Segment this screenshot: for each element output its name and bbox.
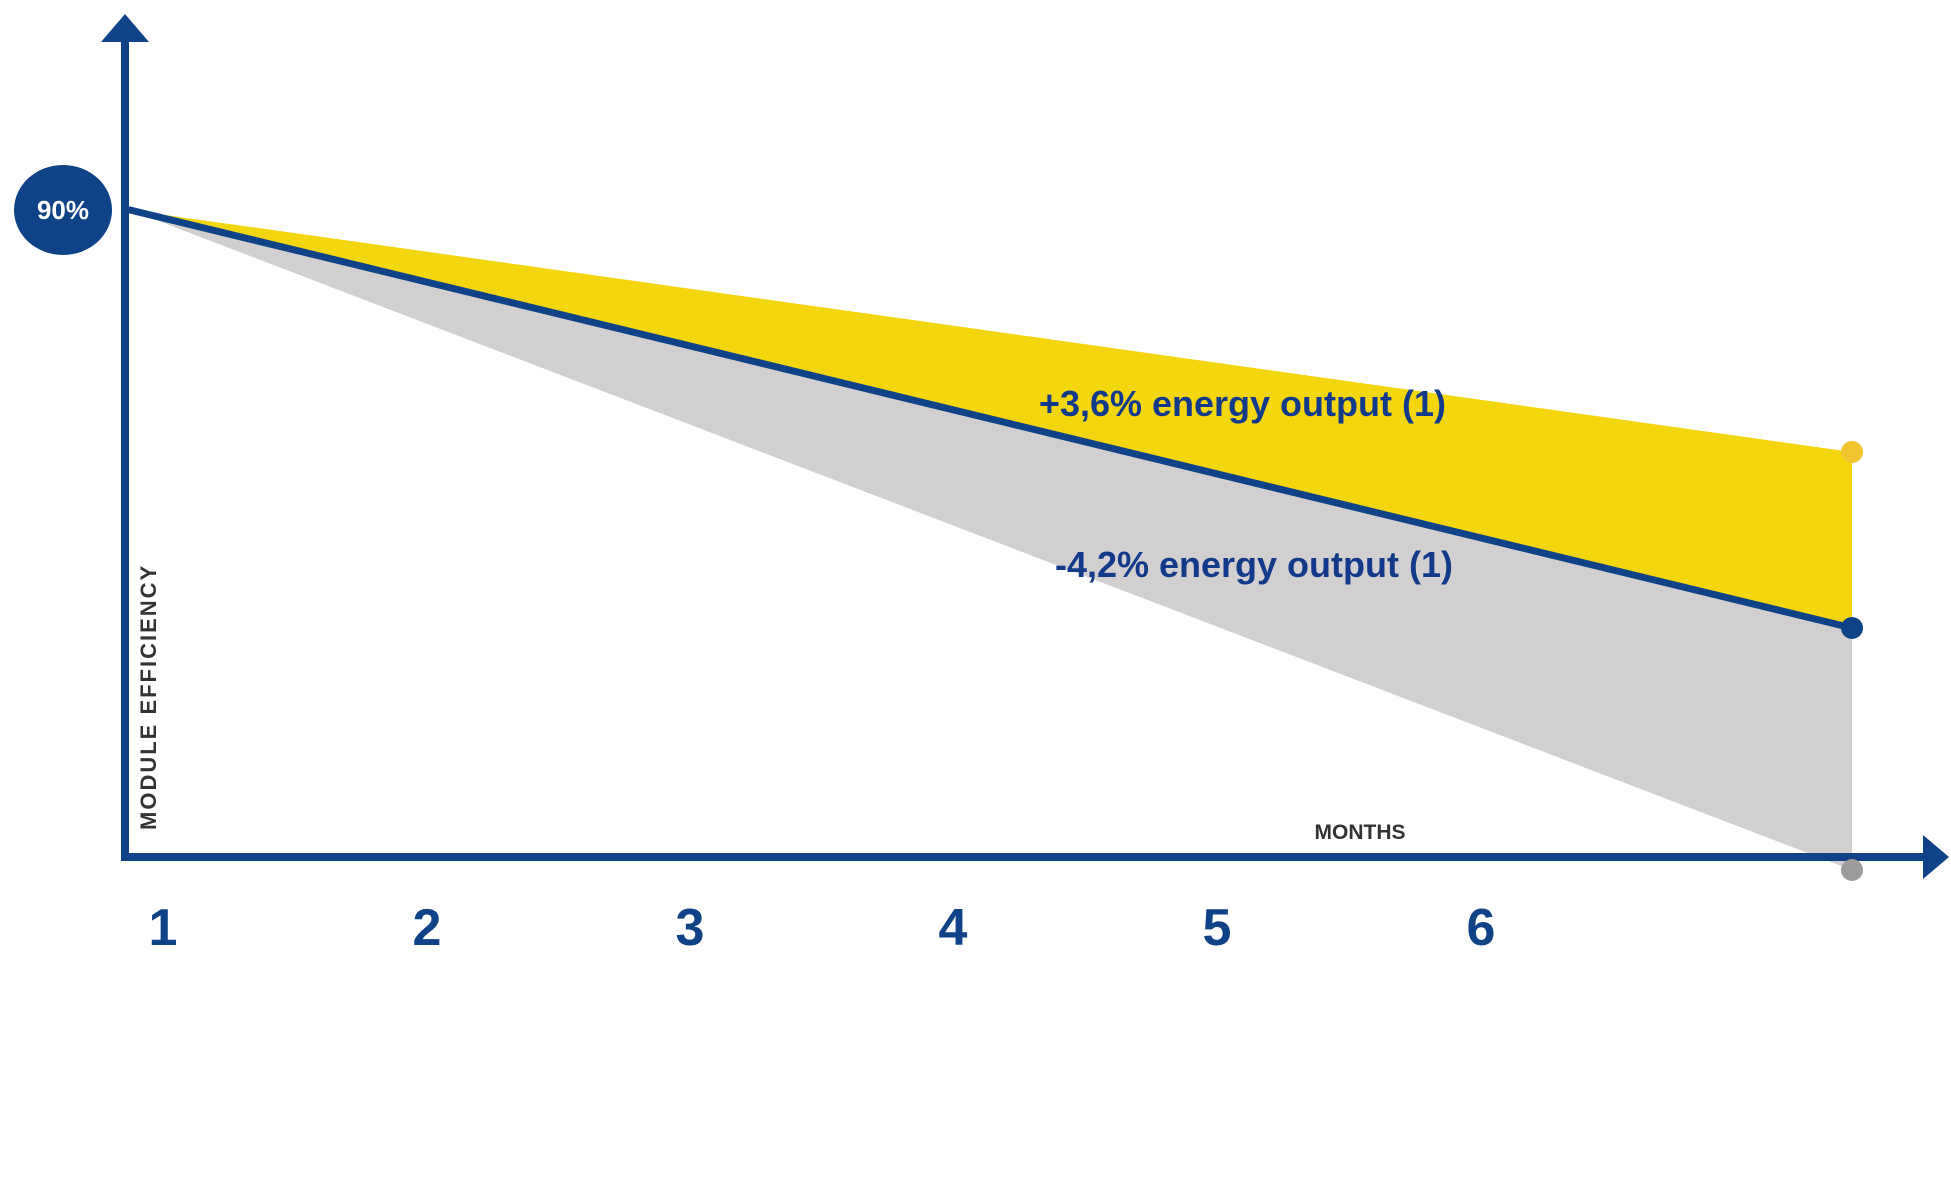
middle-series-line (126, 206, 1856, 632)
x-tick-labels: 1 2 3 4 5 6 (149, 899, 1496, 957)
x-tick-label: 6 (1467, 899, 1496, 957)
x-tick-label: 3 (676, 899, 705, 957)
x-axis-label: MONTHS (1315, 821, 1406, 844)
lower-series-end-marker (1841, 859, 1863, 881)
lower-annotation-label: -4,2% energy output (1) (1055, 544, 1453, 585)
lower-area-region (130, 210, 1852, 870)
y-axis-label: MODULE EFFICIENCY (136, 564, 161, 830)
start-value-badge (14, 165, 112, 255)
x-tick-label: 1 (149, 899, 178, 957)
upper-series-end-marker (1841, 441, 1863, 463)
start-value-label: 90% (37, 195, 89, 225)
x-tick-label: 4 (939, 899, 968, 957)
x-tick-label: 2 (413, 899, 442, 957)
x-axis-arrow (1923, 835, 1949, 879)
x-tick-label: 5 (1203, 899, 1232, 957)
upper-annotation-label: +3,6% energy output (1) (1039, 383, 1446, 424)
y-axis-arrow (101, 14, 149, 42)
middle-series-end-marker (1841, 617, 1863, 639)
